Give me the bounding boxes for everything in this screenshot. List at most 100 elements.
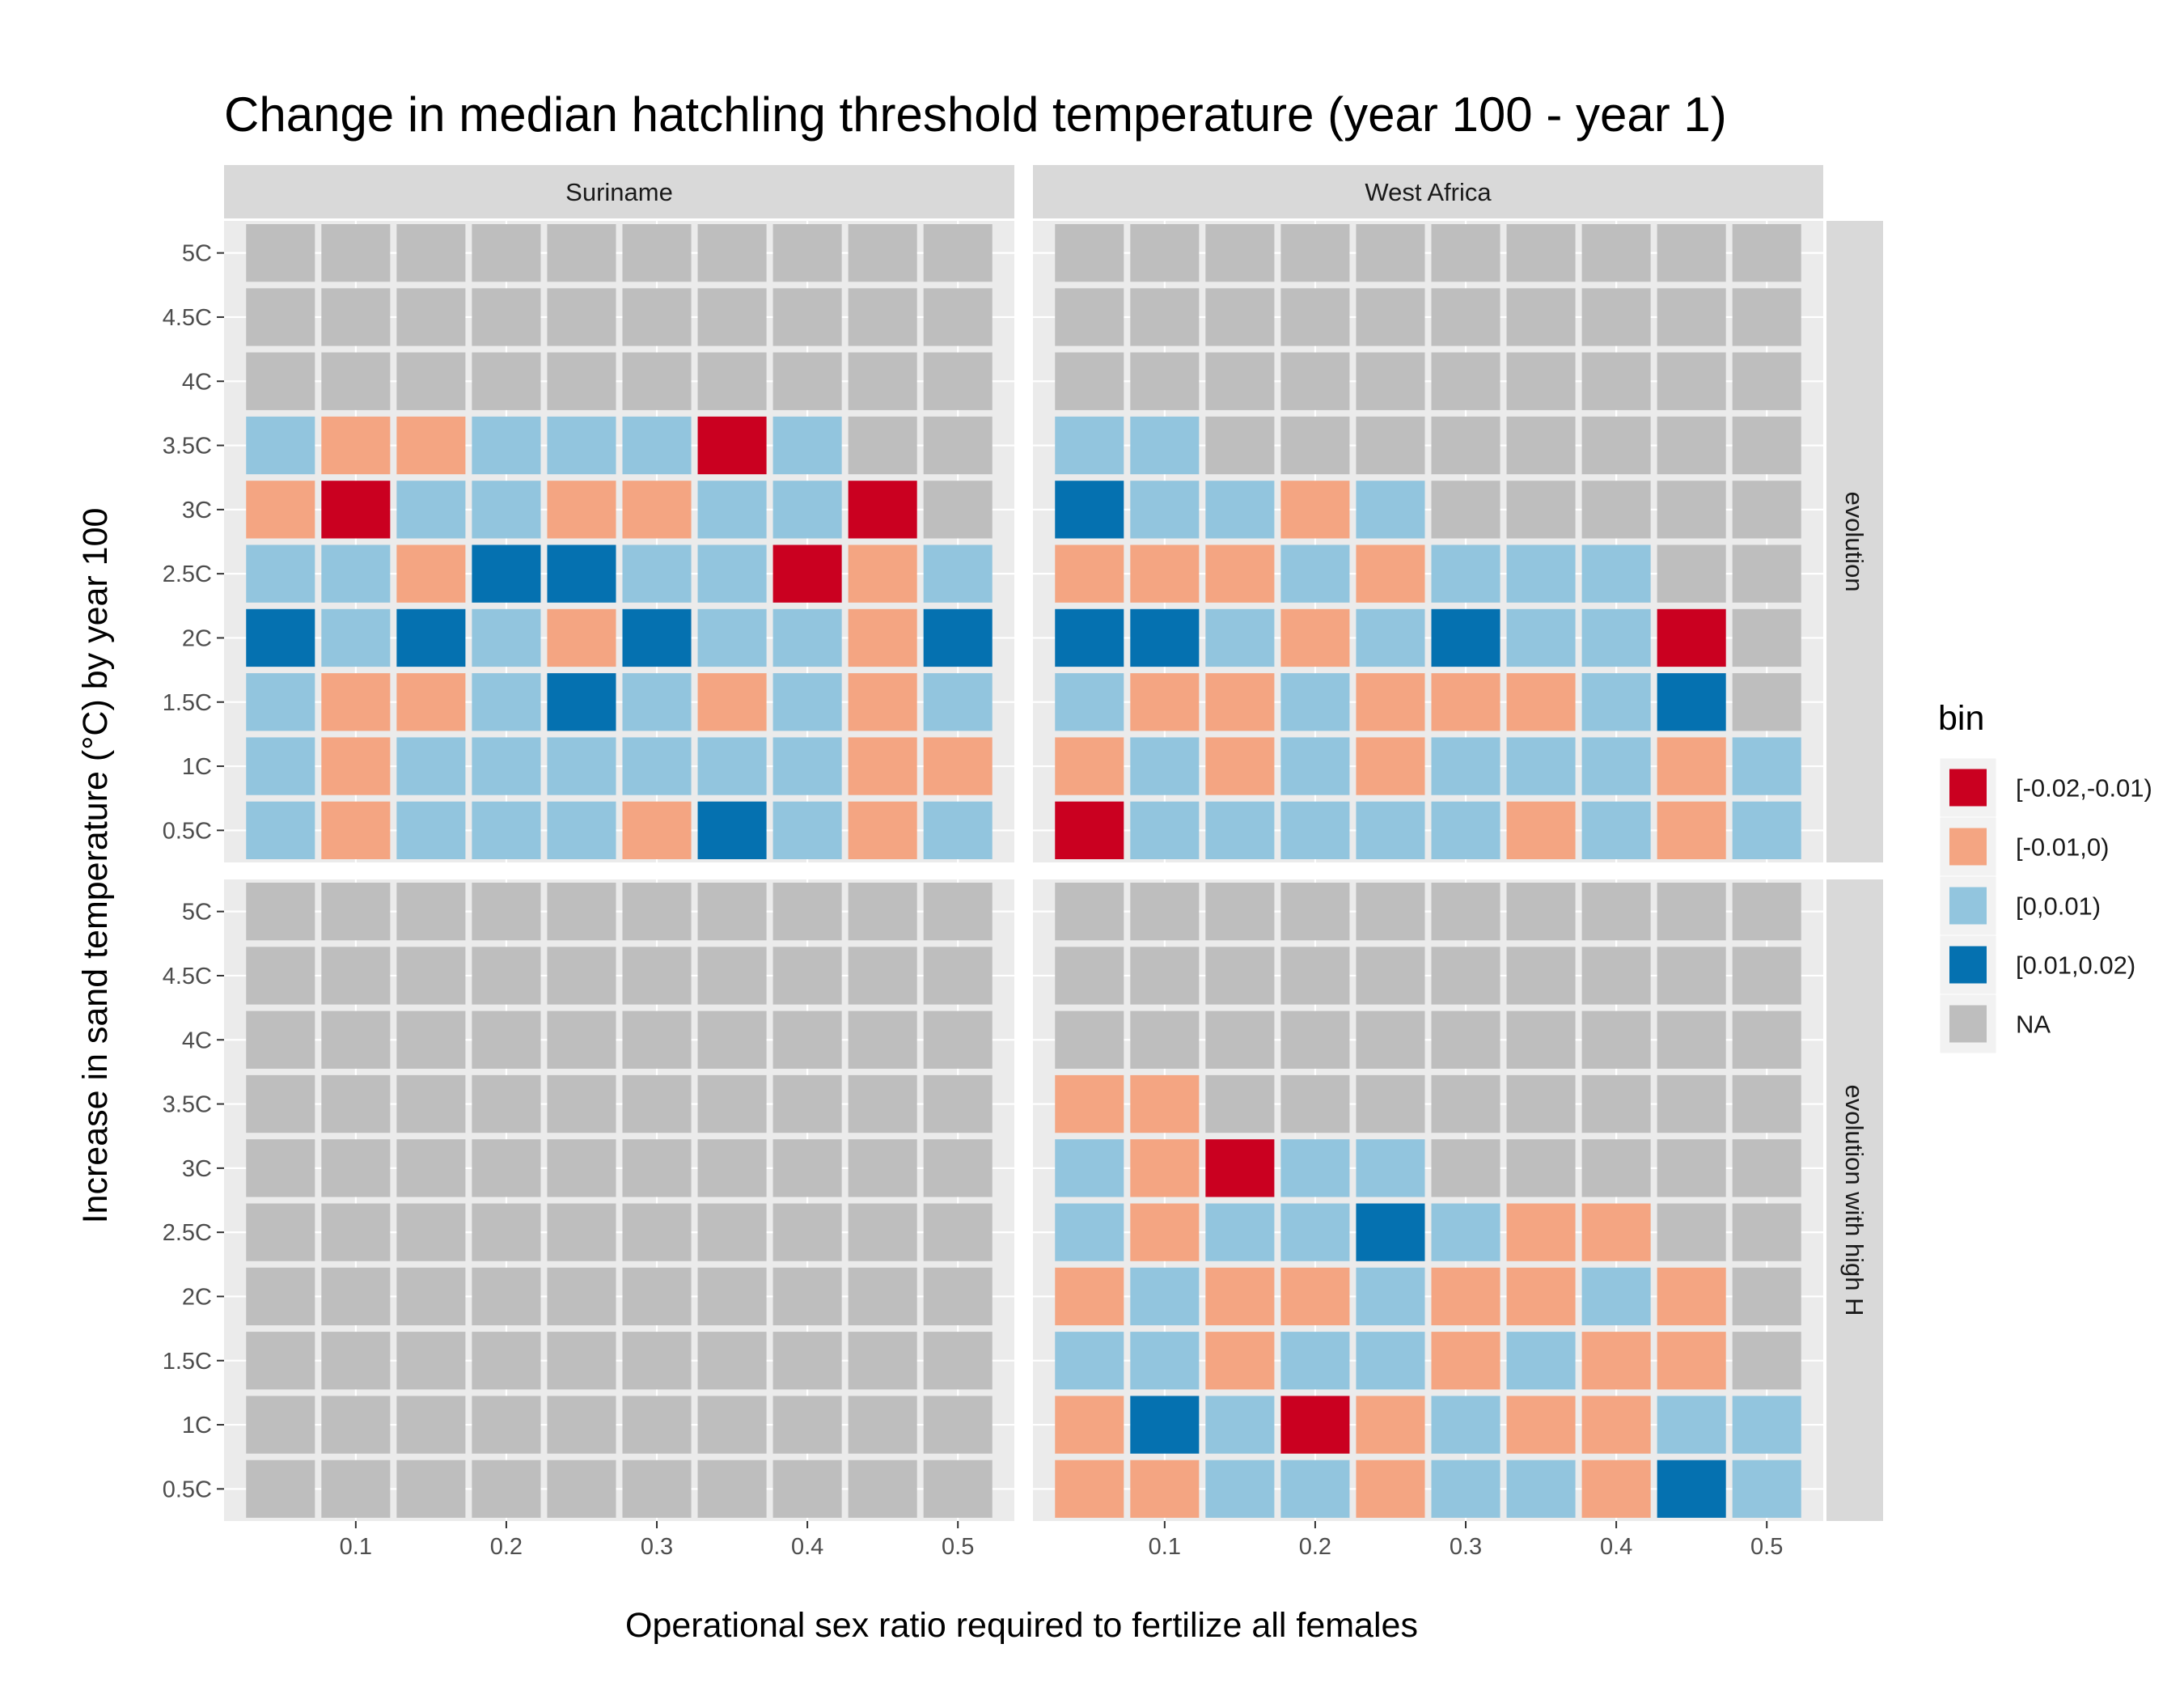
heatmap-cell (1205, 481, 1275, 539)
heatmap-cell (1581, 1267, 1651, 1326)
heatmap-cell (923, 288, 993, 346)
heatmap-cell (1506, 1011, 1576, 1069)
heatmap-cell (697, 1396, 767, 1454)
heatmap-cell (1657, 801, 1726, 859)
heatmap-cell (848, 673, 917, 731)
y-tick-label: 2.5C (163, 1220, 212, 1246)
heatmap-cell (396, 352, 466, 410)
heatmap-cell (1431, 224, 1500, 282)
heatmap-cell (1205, 1332, 1275, 1390)
panel-0-0 (224, 221, 1014, 862)
heatmap-cell (1356, 288, 1425, 346)
heatmap-cell (1280, 1267, 1350, 1326)
heatmap-cell (622, 1011, 692, 1069)
heatmap-cell (396, 288, 466, 346)
heatmap-cell (396, 224, 466, 282)
heatmap-cell (1431, 1396, 1500, 1454)
heatmap-cell (547, 1396, 616, 1454)
heatmap-cell (1506, 288, 1576, 346)
heatmap-cell (246, 1203, 315, 1261)
heatmap-cell (1506, 1139, 1576, 1197)
y-tick-label: 3C (182, 498, 212, 523)
heatmap-cell (1431, 288, 1500, 346)
heatmap-cell (697, 608, 767, 667)
heatmap-cell (396, 1460, 466, 1518)
heatmap-cell (848, 947, 917, 1005)
heatmap-cell (321, 947, 391, 1005)
heatmap-cell (772, 544, 842, 603)
heatmap-cell (848, 1460, 917, 1518)
x-tick-label: 0.1 (340, 1534, 372, 1560)
heatmap-cell (622, 1267, 692, 1326)
heatmap-cell (1055, 1203, 1124, 1261)
legend-swatch (1949, 828, 1987, 866)
heatmap-cell (321, 352, 391, 410)
heatmap-cell (772, 673, 842, 731)
heatmap-cell (1581, 737, 1651, 795)
heatmap-cell (1205, 1267, 1275, 1326)
heatmap-cell (697, 737, 767, 795)
x-tick-label: 0.5 (1750, 1534, 1783, 1560)
heatmap-cell (1205, 544, 1275, 603)
heatmap-cell (472, 801, 541, 859)
heatmap-cell (1506, 1074, 1576, 1133)
heatmap-cell (1581, 801, 1651, 859)
heatmap-cell (1280, 1203, 1350, 1261)
heatmap-cell (1506, 947, 1576, 1005)
legend-swatch (1949, 1005, 1987, 1043)
heatmap-cell (396, 947, 466, 1005)
heatmap-cell (1506, 1203, 1576, 1261)
heatmap-cell (1732, 1460, 1801, 1518)
heatmap-cell (622, 1460, 692, 1518)
heatmap-cell (1205, 416, 1275, 475)
heatmap-cell (547, 1139, 616, 1197)
panel-1-0 (1033, 221, 1823, 862)
heatmap-cell (246, 801, 315, 859)
heatmap-cell (1581, 947, 1651, 1005)
heatmap-cell (396, 608, 466, 667)
heatmap-cell (472, 224, 541, 282)
legend-label: [0,0.01) (2016, 892, 2101, 921)
heatmap-cell (772, 947, 842, 1005)
heatmap-cell (848, 608, 917, 667)
heatmap-cell (472, 1074, 541, 1133)
heatmap-cell (848, 1139, 917, 1197)
heatmap-cell (396, 544, 466, 603)
heatmap-cell (848, 737, 917, 795)
heatmap-cell (1356, 1203, 1425, 1261)
heatmap-cell (697, 1332, 767, 1390)
heatmap-cell (1280, 544, 1350, 603)
heatmap-cell (923, 1332, 993, 1390)
heatmap-cell (547, 673, 616, 731)
heatmap-cell (1732, 288, 1801, 346)
heatmap-cell (1431, 544, 1500, 603)
y-tick-label: 4C (182, 369, 212, 395)
heatmap-cell (1581, 1396, 1651, 1454)
heatmap-cell (1506, 224, 1576, 282)
heatmap-cell (246, 737, 315, 795)
heatmap-cell (1055, 947, 1124, 1005)
y-tick-label: 4C (182, 1027, 212, 1053)
heatmap-cell (1205, 801, 1275, 859)
heatmap-cell (547, 1460, 616, 1518)
heatmap-cell (1055, 352, 1124, 410)
heatmap-cell (772, 416, 842, 475)
heatmap-cell (1431, 1332, 1500, 1390)
heatmap-cell (1130, 288, 1200, 346)
heatmap-cell (246, 1396, 315, 1454)
heatmap-cell (1657, 544, 1726, 603)
heatmap-cell (472, 1267, 541, 1326)
heatmap-cell (321, 1203, 391, 1261)
heatmap-cell (1055, 416, 1124, 475)
heatmap-cell (772, 1074, 842, 1133)
heatmap-cell (848, 1074, 917, 1133)
heatmap-cell (321, 883, 391, 941)
heatmap-cell (1732, 1267, 1801, 1326)
y-tick-label: 5C (182, 900, 212, 926)
x-tick-label: 0.2 (490, 1534, 523, 1560)
legend-label: [0.01,0.02) (2016, 951, 2135, 980)
heatmap-cell (321, 1396, 391, 1454)
heatmap-cell (321, 1332, 391, 1390)
heatmap-cell (246, 1460, 315, 1518)
heatmap-cell (321, 416, 391, 475)
